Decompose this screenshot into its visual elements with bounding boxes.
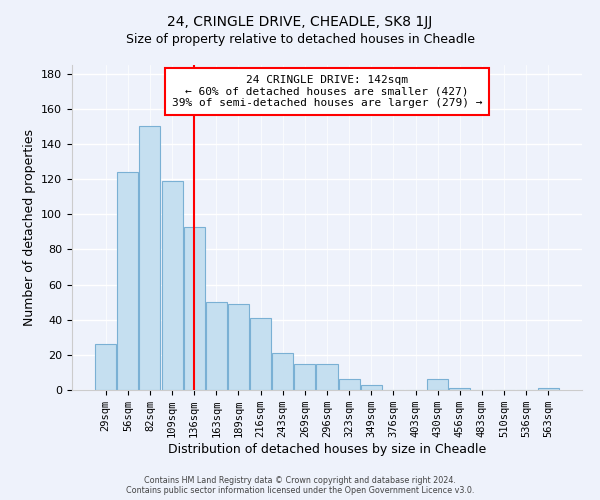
Y-axis label: Number of detached properties: Number of detached properties xyxy=(23,129,35,326)
Text: 24, CRINGLE DRIVE, CHEADLE, SK8 1JJ: 24, CRINGLE DRIVE, CHEADLE, SK8 1JJ xyxy=(167,15,433,29)
Bar xyxy=(538,388,559,390)
Bar xyxy=(161,181,182,390)
Text: 24 CRINGLE DRIVE: 142sqm
← 60% of detached houses are smaller (427)
39% of semi-: 24 CRINGLE DRIVE: 142sqm ← 60% of detach… xyxy=(172,74,482,108)
Bar xyxy=(250,318,271,390)
Bar xyxy=(316,364,338,390)
Bar xyxy=(206,302,227,390)
Bar xyxy=(449,388,470,390)
Bar xyxy=(95,344,116,390)
Bar xyxy=(427,380,448,390)
Bar xyxy=(139,126,160,390)
Bar xyxy=(361,384,382,390)
Bar xyxy=(272,353,293,390)
Bar xyxy=(184,226,205,390)
Bar xyxy=(118,172,139,390)
Bar xyxy=(228,304,249,390)
Text: Contains HM Land Registry data © Crown copyright and database right 2024.
Contai: Contains HM Land Registry data © Crown c… xyxy=(126,476,474,495)
Bar xyxy=(338,380,359,390)
Text: Size of property relative to detached houses in Cheadle: Size of property relative to detached ho… xyxy=(125,32,475,46)
X-axis label: Distribution of detached houses by size in Cheadle: Distribution of detached houses by size … xyxy=(168,443,486,456)
Bar xyxy=(295,364,316,390)
